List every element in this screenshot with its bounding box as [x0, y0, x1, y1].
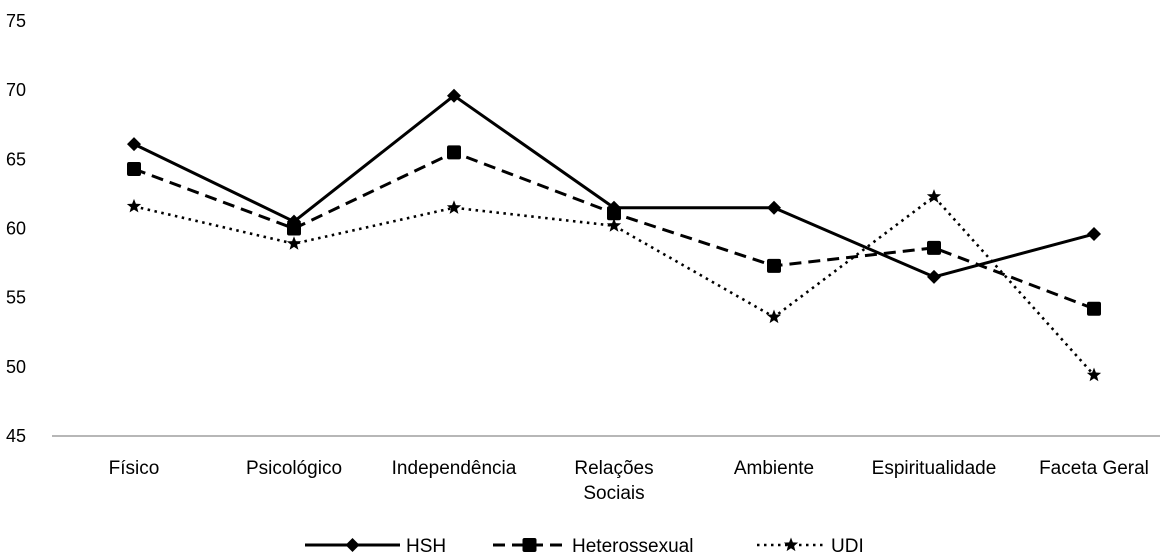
data-point-heterossexual — [607, 206, 621, 221]
y-tick-label: 70 — [6, 80, 26, 100]
data-point-udi — [606, 218, 622, 232]
legend-marker-udi — [783, 537, 799, 552]
legend-item-udi: UDI — [757, 536, 864, 557]
data-point-udi — [446, 200, 462, 214]
legend-label-udi: UDI — [831, 536, 864, 554]
x-tick-label: Faceta Geral — [1039, 458, 1149, 479]
data-point-hsh — [927, 269, 941, 284]
legend-item-heterossexual: Heterossexual — [493, 536, 693, 557]
x-tick-label: Ambiente — [734, 458, 814, 479]
x-tick-label: Espiritualidade — [872, 458, 997, 479]
y-tick-label: 65 — [6, 149, 26, 169]
data-point-heterossexual — [127, 162, 141, 177]
data-point-udi — [926, 189, 942, 203]
data-point-heterossexual — [1087, 301, 1101, 316]
data-point-hsh — [1087, 227, 1101, 242]
data-point-heterossexual — [767, 258, 781, 273]
legend-marker-hsh — [345, 538, 360, 552]
data-point-udi — [1086, 367, 1102, 382]
x-tick-label: Independência — [392, 458, 517, 479]
series-line-hsh — [133, 94, 1095, 279]
data-point-hsh — [447, 88, 461, 103]
data-point-heterossexual — [447, 145, 461, 160]
series-udi — [126, 189, 1102, 382]
y-tick-label: 50 — [6, 357, 26, 377]
data-point-udi — [286, 236, 302, 250]
legend: HSH Heterossexual UDI — [305, 536, 864, 557]
legend-marker-heterossexual — [522, 538, 537, 552]
x-tick-label: Psicológico — [246, 458, 342, 479]
y-tick-label: 60 — [6, 219, 26, 239]
data-point-udi — [766, 309, 782, 324]
series-layer — [126, 88, 1102, 382]
x-tick-label: Físico — [109, 458, 160, 479]
y-tick-label: 45 — [6, 426, 26, 446]
legend-item-hsh: HSH — [305, 536, 446, 557]
series-hsh — [127, 88, 1101, 284]
legend-label-hsh: HSH — [406, 536, 446, 554]
data-point-hsh — [767, 200, 781, 215]
y-tick-label: 55 — [6, 288, 26, 308]
y-tick-label: 75 — [6, 11, 26, 31]
data-point-heterossexual — [927, 240, 941, 255]
data-point-hsh — [127, 137, 141, 152]
data-point-heterossexual — [287, 221, 301, 236]
legend-label-heterossexual: Heterossexual — [572, 536, 693, 554]
axis-layer: 45 50 55 60 65 70 75 Físico Psicológico Independê… — [6, 11, 1160, 504]
series-line-heterossexual — [133, 150, 1095, 311]
data-point-udi — [126, 198, 142, 213]
x-tick-label: Relações Sociais — [574, 458, 653, 504]
series-heterossexual — [127, 145, 1101, 316]
